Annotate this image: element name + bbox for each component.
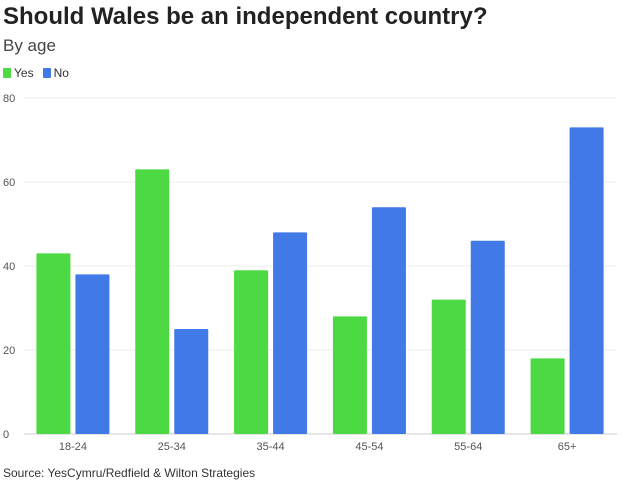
y-tick-label: 60: [3, 177, 15, 189]
x-tick-label: 45-54: [355, 441, 383, 453]
legend-item-no[interactable]: No: [42, 66, 69, 80]
x-tick-label: 18-24: [59, 441, 87, 453]
bar-yes[interactable]: [234, 270, 269, 434]
legend-label-no: No: [53, 66, 69, 80]
x-tick-label: 55-64: [454, 441, 482, 453]
y-tick-label: 0: [3, 429, 9, 441]
bar-yes[interactable]: [332, 316, 367, 434]
x-tick-label: 25-34: [158, 441, 186, 453]
source-note: Source: YesCymru/Redfield & Wilton Strat…: [3, 466, 256, 480]
bar-no[interactable]: [470, 240, 505, 434]
legend-swatch-no: [42, 68, 51, 78]
chart-subtitle: By age: [3, 36, 56, 55]
legend-item-yes[interactable]: Yes: [3, 66, 34, 80]
y-tick-label: 80: [3, 93, 15, 105]
chart-title: Should Wales be an independent country?: [3, 3, 488, 30]
y-tick-label: 40: [3, 261, 15, 273]
bar-no[interactable]: [273, 232, 308, 434]
bar-yes[interactable]: [135, 169, 170, 434]
legend-label-yes: Yes: [14, 66, 34, 80]
bar-yes[interactable]: [36, 253, 71, 434]
bar-yes[interactable]: [431, 299, 466, 434]
y-tick-label: 20: [3, 345, 15, 357]
x-tick-label: 65+: [558, 441, 577, 453]
bar-yes[interactable]: [530, 358, 565, 434]
legend-swatch-yes: [3, 68, 11, 78]
bar-no[interactable]: [174, 329, 209, 434]
bar-no[interactable]: [75, 274, 110, 434]
legend: Yes No: [3, 66, 78, 80]
bar-no[interactable]: [569, 127, 604, 435]
x-tick-label: 35-44: [257, 441, 285, 453]
bar-no[interactable]: [371, 207, 406, 434]
